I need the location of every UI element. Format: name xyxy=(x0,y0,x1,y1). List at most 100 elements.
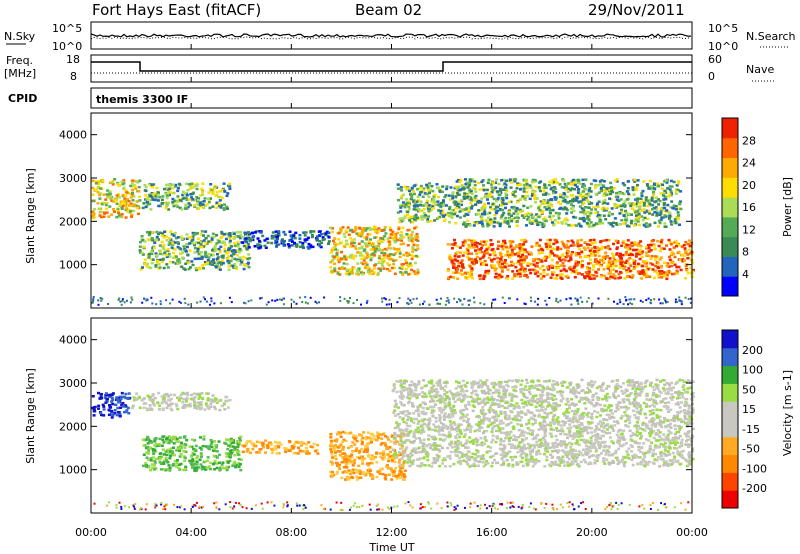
scatter-cell xyxy=(618,259,622,262)
scatter-cell xyxy=(509,242,513,246)
scatter-cell xyxy=(552,271,556,274)
scatter-cell xyxy=(126,406,130,410)
scatter-cell xyxy=(348,472,352,476)
noise-cell xyxy=(439,302,441,305)
scatter-cell xyxy=(623,183,627,187)
scatter-cell xyxy=(200,392,204,395)
scatter-cell xyxy=(174,436,177,439)
colorbar-swatch xyxy=(722,157,738,178)
scatter-cell xyxy=(455,205,459,208)
scatter-cell xyxy=(567,182,571,185)
scatter-cell xyxy=(226,192,230,195)
scatter-cell xyxy=(530,245,534,248)
scatter-cell xyxy=(432,195,436,198)
scatter-cell xyxy=(369,228,373,231)
scatter-cell xyxy=(553,219,557,222)
scatter-cell xyxy=(95,180,99,183)
scatter-cell xyxy=(203,261,207,264)
scatter-cell xyxy=(155,235,159,239)
scatter-cell xyxy=(263,244,267,248)
scatter-cell xyxy=(620,211,624,214)
scatter-cell xyxy=(259,231,263,234)
scatter-cell xyxy=(668,255,671,259)
scatter-cell xyxy=(395,248,399,251)
scatter-cell xyxy=(341,471,345,474)
scatter-cell xyxy=(147,256,151,259)
scatter-cell xyxy=(563,268,567,272)
scatter-cell xyxy=(677,180,681,183)
scatter-cell xyxy=(588,212,592,215)
scatter-cell xyxy=(606,256,609,259)
scatter-cell xyxy=(503,219,507,222)
scatter-cell xyxy=(375,475,379,479)
scatter-cell xyxy=(376,470,380,473)
scatter-cell xyxy=(416,271,420,274)
scatter-cell xyxy=(664,272,668,276)
scatter-cell xyxy=(615,246,619,249)
scatter-cell xyxy=(91,215,95,218)
scatter-cell xyxy=(373,264,377,267)
scatter-cell xyxy=(162,459,166,463)
scatter-cell xyxy=(659,266,663,269)
scatter-cell xyxy=(327,242,330,245)
scatter-cell xyxy=(354,247,358,251)
noise-cell xyxy=(689,301,692,304)
scatter-cell xyxy=(98,193,102,197)
scatter-cell xyxy=(161,258,165,261)
scatter-cell xyxy=(463,214,467,218)
scatter-cell xyxy=(457,265,461,268)
scatter-cell xyxy=(371,475,375,479)
scatter-cell xyxy=(172,251,175,255)
scatter-cell xyxy=(209,467,212,471)
noise-cell xyxy=(570,303,573,306)
nsky-panel: N.Sky 10^5 10^0 N.Search 10^5 10^0 xyxy=(4,21,796,53)
scatter-cell xyxy=(349,431,353,434)
scatter-cell xyxy=(498,276,502,279)
scatter-cell xyxy=(655,211,659,215)
scatter-cell xyxy=(663,189,667,193)
scatter-cell xyxy=(582,246,586,249)
scatter-cell xyxy=(444,204,448,207)
scatter-cell xyxy=(674,208,678,211)
scatter-cell xyxy=(378,238,382,241)
scatter-cell xyxy=(178,206,182,210)
scatter-cell xyxy=(489,206,492,209)
scatter-cell xyxy=(185,198,189,202)
scatter-cell xyxy=(478,277,482,281)
scatter-cell xyxy=(406,187,410,190)
scatter-cell xyxy=(655,208,659,211)
scatter-cell xyxy=(485,250,489,254)
scatter-cell xyxy=(648,224,652,227)
scatter-cell xyxy=(490,204,494,207)
scatter-cell xyxy=(333,266,337,270)
scatter-cell xyxy=(663,261,666,265)
scatter-cell xyxy=(620,204,624,208)
date-label: 29/Nov/2011 xyxy=(588,1,685,19)
scatter-cell xyxy=(533,189,537,193)
scatter-cell xyxy=(223,408,227,411)
scatter-cell xyxy=(407,203,411,207)
scatter-cell xyxy=(447,194,451,197)
scatter-cell xyxy=(579,244,583,247)
scatter-cell xyxy=(209,442,213,446)
scatter-cell xyxy=(248,256,252,260)
noise-cell xyxy=(428,303,431,306)
scatter-cell xyxy=(208,206,212,210)
scatter-cell xyxy=(660,187,664,190)
scatter-cell xyxy=(658,258,662,261)
scatter-cell xyxy=(543,205,547,209)
scatter-cell xyxy=(146,408,150,411)
scatter-cell xyxy=(685,269,689,272)
scatter-cell xyxy=(496,247,500,250)
scatter-cell xyxy=(472,224,476,227)
noise-cell xyxy=(650,299,652,301)
scatter-cell xyxy=(233,241,237,245)
scatter-cell xyxy=(569,258,573,261)
scatter-cell xyxy=(588,223,591,226)
scatter-cell xyxy=(270,448,274,451)
scatter-cell xyxy=(574,260,578,263)
scatter-cell xyxy=(534,257,538,261)
scatter-cell xyxy=(202,200,206,203)
scatter-cell xyxy=(351,441,355,444)
scatter-cell xyxy=(227,261,231,265)
